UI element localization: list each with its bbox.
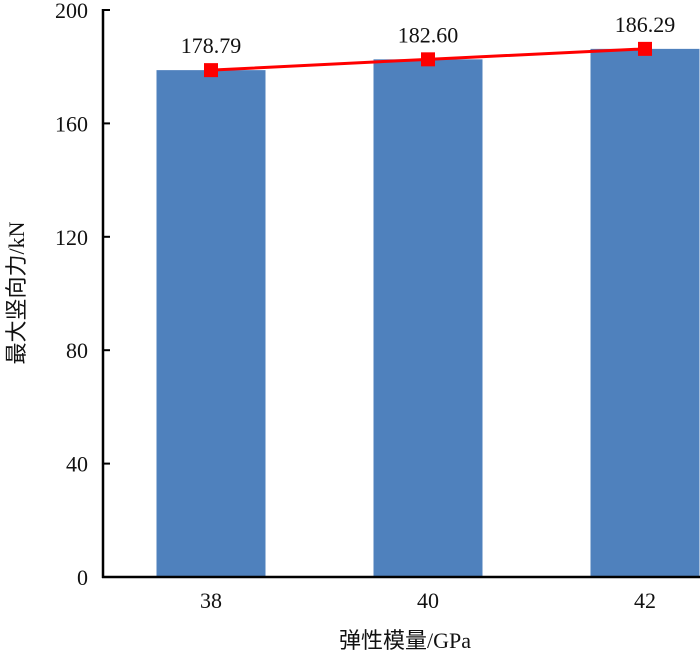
bar-38 (156, 70, 266, 578)
line-marker-38 (204, 63, 218, 78)
y-tick-label-200: 200 (55, 0, 88, 23)
y-tick-label-40: 40 (66, 452, 88, 477)
y-tick-label-120: 120 (55, 225, 88, 250)
bar-40 (373, 59, 483, 578)
y-tick-label-80: 80 (66, 338, 88, 363)
bar-42 (590, 48, 700, 577)
x-tick-label-40: 40 (417, 588, 439, 613)
x-tick-label-38: 38 (200, 588, 222, 613)
x-axis-label: 弹性模量/GPa (339, 628, 471, 653)
y-tick-label-0: 0 (77, 565, 88, 590)
data-label-42: 186.29 (615, 12, 676, 37)
y-axis-label: 最大竖向力/kN (4, 221, 29, 364)
data-label-38: 178.79 (181, 33, 242, 58)
y-tick-label-160: 160 (55, 111, 88, 136)
data-label-40: 182.60 (398, 22, 459, 47)
x-tick-label-42: 42 (634, 588, 656, 613)
line-marker-42 (638, 41, 652, 56)
line-marker-40 (421, 52, 435, 67)
